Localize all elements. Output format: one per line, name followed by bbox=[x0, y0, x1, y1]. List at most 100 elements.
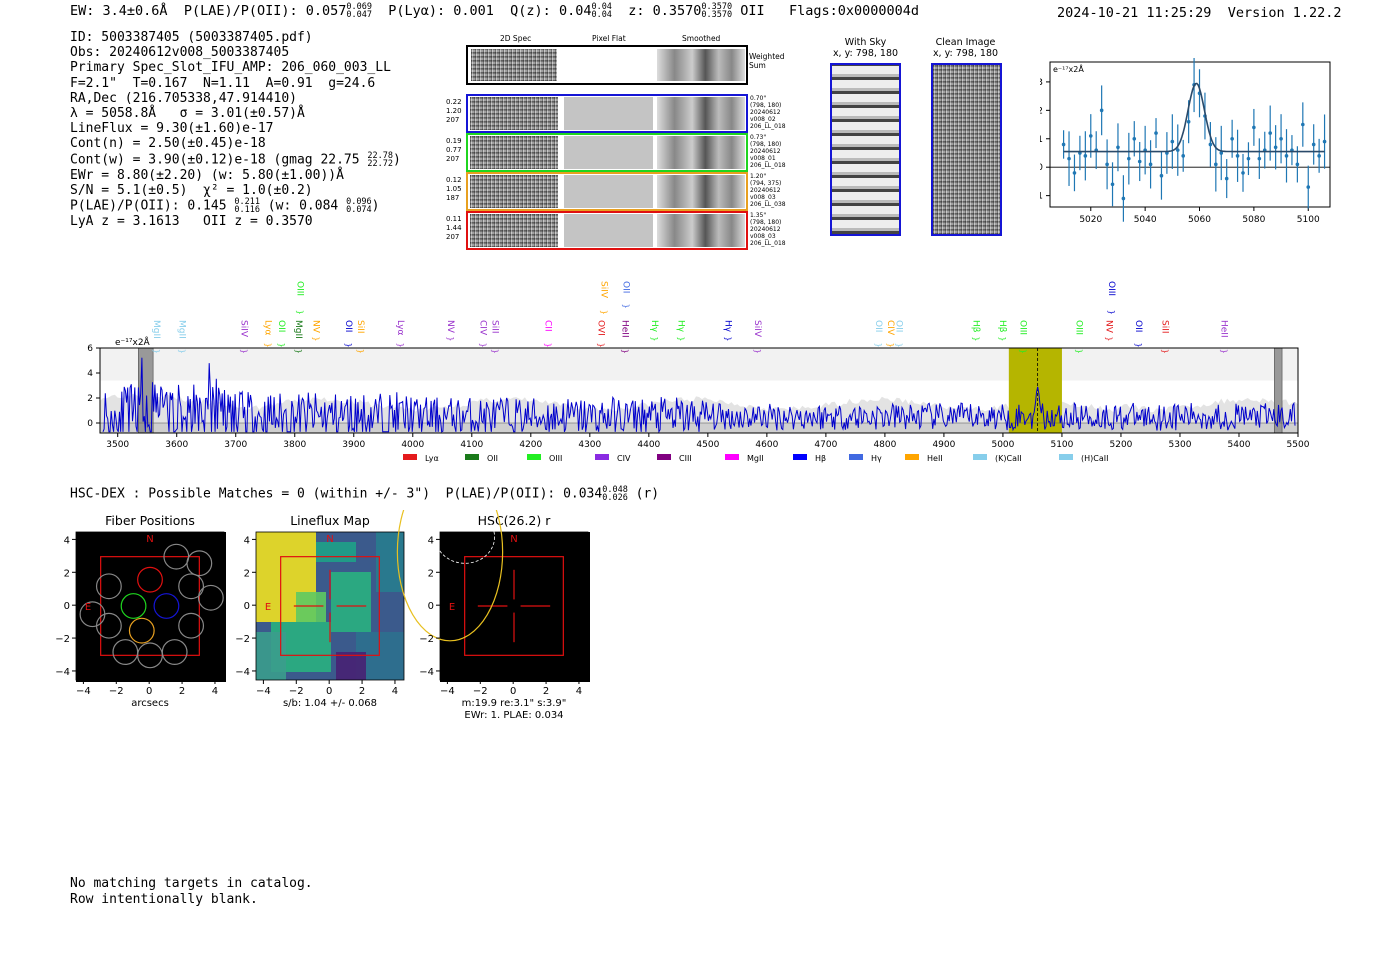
line-marker-brace: } bbox=[152, 349, 161, 354]
image-pixel bbox=[520, 537, 525, 542]
image-pixel bbox=[460, 667, 465, 672]
image-pixel bbox=[96, 542, 101, 547]
image-pixel bbox=[106, 562, 111, 567]
image-pixel bbox=[585, 592, 590, 597]
image-pixel bbox=[186, 662, 191, 667]
image-pixel bbox=[206, 662, 211, 667]
image-pixel bbox=[445, 617, 450, 622]
image-pixel bbox=[555, 637, 560, 642]
image-pixel bbox=[216, 667, 221, 672]
image-pixel bbox=[76, 652, 81, 657]
image-pixel bbox=[96, 667, 101, 672]
image-pixel bbox=[181, 592, 186, 597]
image-pixel bbox=[535, 607, 540, 612]
zoom-point bbox=[1311, 142, 1316, 147]
image-pixel bbox=[575, 537, 580, 542]
image-pixel bbox=[585, 652, 590, 657]
image-pixel bbox=[86, 627, 91, 632]
image-pixel bbox=[81, 637, 86, 642]
image-pixel bbox=[151, 542, 156, 547]
image-pixel bbox=[186, 617, 191, 622]
image-pixel bbox=[166, 577, 171, 582]
image-pixel bbox=[181, 642, 186, 647]
image-pixel bbox=[520, 602, 525, 607]
image-pixel bbox=[470, 602, 475, 607]
image-pixel bbox=[510, 662, 515, 667]
spectrum-line-marker: OII} bbox=[621, 281, 631, 309]
image-pixel bbox=[450, 532, 455, 537]
image-pixel bbox=[485, 577, 490, 582]
image-pixel bbox=[470, 592, 475, 597]
spectrum-line-marker: OIII} bbox=[1106, 281, 1116, 315]
info-lambda: λ = 5058.8Å σ = 3.01(±0.57)Å bbox=[70, 106, 305, 122]
image-pixel bbox=[166, 672, 171, 677]
image-pixel bbox=[560, 552, 565, 557]
image-pixel bbox=[540, 667, 545, 672]
image-pixel bbox=[480, 642, 485, 647]
image-pixel bbox=[460, 637, 465, 642]
image-pixel bbox=[206, 617, 211, 622]
image-pixel bbox=[156, 582, 161, 587]
line-marker-label: CII bbox=[543, 320, 553, 332]
image-pixel bbox=[570, 592, 575, 597]
image-pixel bbox=[101, 582, 106, 587]
image-pixel bbox=[555, 652, 560, 657]
image-pixel bbox=[151, 612, 156, 617]
psf-ellipse bbox=[434, 510, 495, 564]
image-pixel bbox=[106, 532, 111, 537]
image-pixel bbox=[201, 652, 206, 657]
image-pixel bbox=[126, 532, 131, 537]
image-pixel bbox=[121, 612, 126, 617]
image-pixel bbox=[470, 552, 475, 557]
image-pixel bbox=[535, 642, 540, 647]
image-pixel bbox=[560, 642, 565, 647]
image-pixel bbox=[515, 572, 520, 577]
image-pixel bbox=[121, 552, 126, 557]
image-pixel bbox=[151, 602, 156, 607]
image-pixel bbox=[570, 652, 575, 657]
fiber-right-info: 1.20" (794, 375) 20240612 v008_03 206_LL_038 bbox=[750, 173, 786, 208]
image-pixel bbox=[500, 667, 505, 672]
image-pixel bbox=[216, 542, 221, 547]
image-pixel bbox=[540, 657, 545, 662]
image-pixel bbox=[176, 572, 181, 577]
panel-title: Fiber Positions bbox=[105, 513, 195, 528]
image-pixel bbox=[545, 617, 550, 622]
image-pixel bbox=[465, 602, 470, 607]
image-pixel bbox=[171, 562, 176, 567]
image-pixel bbox=[485, 582, 490, 587]
image-pixel bbox=[485, 617, 490, 622]
image-pixel bbox=[176, 532, 181, 537]
fiber-2dspec bbox=[470, 97, 558, 130]
image-pixel bbox=[96, 587, 101, 592]
image-pixel bbox=[141, 667, 146, 672]
line-marker-label: OVI bbox=[596, 320, 606, 336]
image-pixel bbox=[485, 557, 490, 562]
image-pixel bbox=[181, 547, 186, 552]
image-pixel bbox=[216, 537, 221, 542]
image-pixel bbox=[221, 582, 226, 587]
image-pixel bbox=[475, 562, 480, 567]
image-pixel bbox=[530, 547, 535, 552]
image-pixel bbox=[475, 607, 480, 612]
image-pixel bbox=[570, 667, 575, 672]
image-pixel bbox=[91, 552, 96, 557]
fiber-info-line: 20240612 bbox=[750, 187, 781, 194]
image-pixel bbox=[480, 657, 485, 662]
image-pixel bbox=[146, 577, 151, 582]
image-pixel bbox=[76, 587, 81, 592]
image-pixel bbox=[201, 597, 206, 602]
image-pixel bbox=[465, 542, 470, 547]
zoom-ylabel: e⁻¹⁷x2Å bbox=[1053, 63, 1084, 74]
image-pixel bbox=[560, 587, 565, 592]
image-pixel bbox=[196, 577, 201, 582]
image-pixel bbox=[530, 672, 535, 677]
image-pixel bbox=[515, 647, 520, 652]
image-pixel bbox=[560, 592, 565, 597]
zoom-point bbox=[1121, 196, 1126, 201]
image-pixel bbox=[86, 667, 91, 672]
image-pixel bbox=[545, 552, 550, 557]
image-pixel bbox=[151, 577, 156, 582]
image-pixel bbox=[520, 677, 525, 682]
image-pixel bbox=[560, 537, 565, 542]
